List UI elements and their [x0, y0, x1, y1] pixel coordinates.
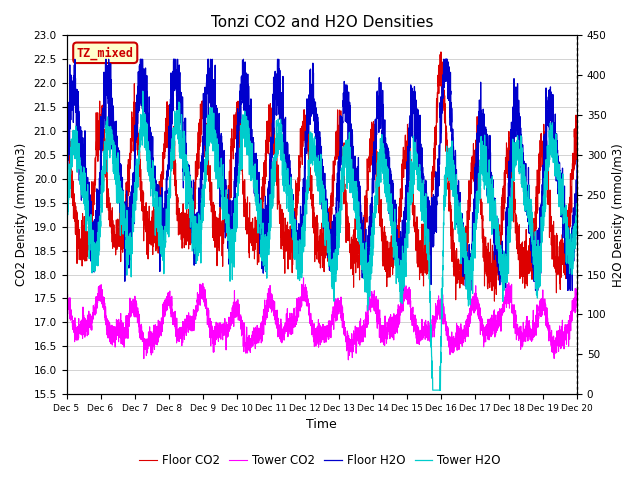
Text: TZ_mixed: TZ_mixed — [77, 46, 134, 60]
Floor CO2 — [205, 170, 213, 176]
Tower CO2 — [372, 302, 380, 308]
Floor H2O — [172, 86, 180, 92]
Floor CO2 — [525, 243, 532, 249]
Tower CO2 — [573, 286, 580, 292]
Tower H2O — [380, 181, 388, 187]
Tower H2O — [573, 209, 581, 215]
Tower CO2 — [300, 275, 307, 281]
Tower CO2 — [63, 301, 70, 307]
Tower CO2 — [525, 324, 532, 329]
Line: Floor H2O: Floor H2O — [67, 59, 577, 290]
Tower H2O — [205, 143, 213, 149]
Floor CO2 — [380, 237, 388, 243]
Floor H2O — [71, 56, 79, 62]
Floor CO2 — [63, 122, 70, 128]
Tower H2O — [139, 88, 147, 94]
Floor H2O — [371, 117, 379, 122]
Line: Floor CO2: Floor CO2 — [67, 52, 577, 301]
Floor CO2 — [491, 298, 499, 304]
Floor H2O — [573, 179, 580, 185]
Tower H2O — [525, 221, 532, 227]
Tower CO2 — [205, 320, 213, 326]
Floor H2O — [63, 166, 70, 171]
Tower CO2 — [573, 305, 581, 311]
Floor H2O — [573, 157, 581, 163]
X-axis label: Time: Time — [307, 419, 337, 432]
Tower H2O — [429, 387, 436, 393]
Tower CO2 — [172, 327, 180, 333]
Legend: Floor CO2, Tower CO2, Floor H2O, Tower H2O: Floor CO2, Tower CO2, Floor H2O, Tower H… — [135, 449, 505, 472]
Floor CO2 — [172, 192, 180, 198]
Tower H2O — [63, 228, 70, 234]
Tower CO2 — [381, 337, 388, 343]
Tower H2O — [573, 211, 580, 217]
Floor CO2 — [437, 49, 445, 55]
Floor CO2 — [573, 134, 580, 140]
Y-axis label: H2O Density (mmol/m3): H2O Density (mmol/m3) — [612, 143, 625, 287]
Floor CO2 — [573, 141, 581, 146]
Tower H2O — [371, 215, 379, 220]
Title: Tonzi CO2 and H2O Densities: Tonzi CO2 and H2O Densities — [211, 15, 433, 30]
Floor CO2 — [371, 167, 379, 172]
Floor H2O — [396, 288, 404, 293]
Line: Tower H2O: Tower H2O — [67, 91, 577, 390]
Y-axis label: CO2 Density (mmol/m3): CO2 Density (mmol/m3) — [15, 143, 28, 287]
Tower H2O — [172, 128, 180, 133]
Floor H2O — [380, 162, 388, 168]
Tower CO2 — [344, 357, 352, 363]
Floor H2O — [525, 182, 532, 188]
Line: Tower CO2: Tower CO2 — [67, 278, 577, 360]
Floor H2O — [205, 65, 213, 71]
